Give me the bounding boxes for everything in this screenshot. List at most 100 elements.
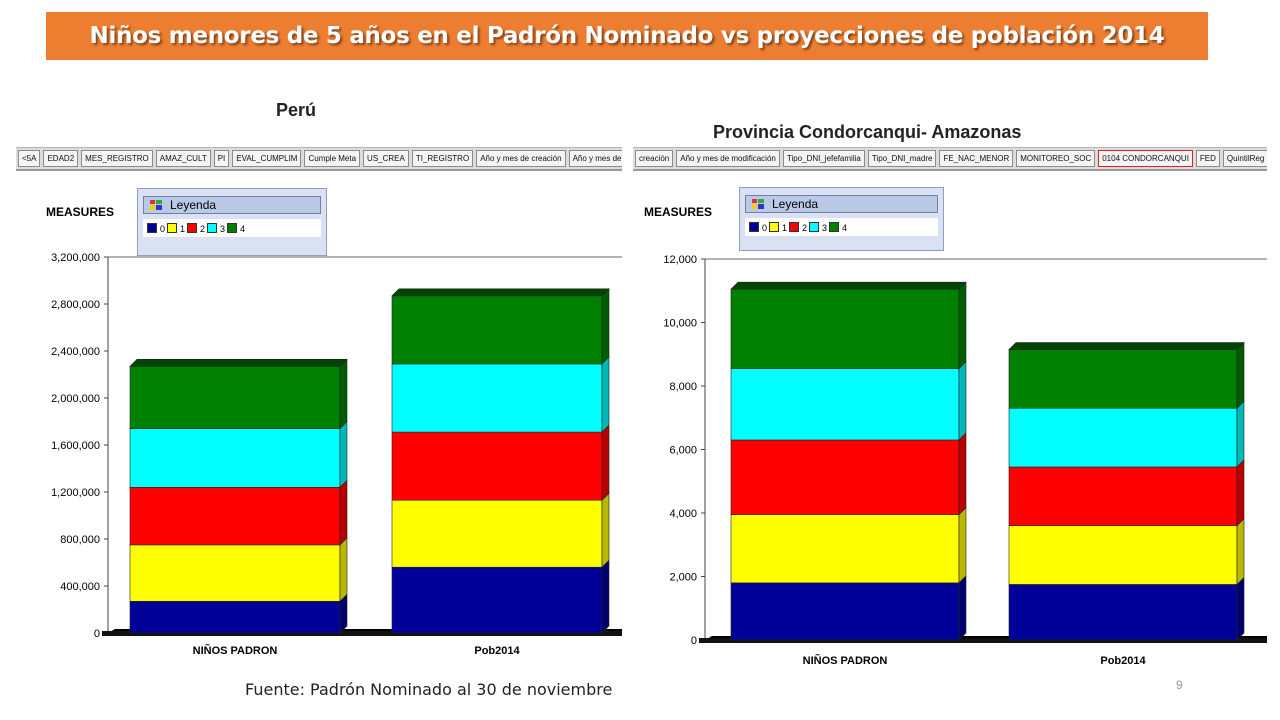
legend-swatch xyxy=(809,222,819,232)
legend-item: 3 xyxy=(809,222,827,233)
left-dimension-tabbar: <5A EDAD2 MES_REGISTRO AMAZ_CULT PI EVAL_CUMP… xyxy=(16,147,622,171)
left-dimension-tab[interactable]: <5A xyxy=(18,150,41,167)
legend-label: 4 xyxy=(842,223,848,233)
chart-peru: MEASURES 0 400,000 800,000 1,200,000 1,600,00… xyxy=(16,174,622,674)
legend-item: 1 xyxy=(167,223,185,234)
legend-header: Leyenda xyxy=(143,196,321,214)
baseline xyxy=(699,638,1267,643)
legend-swatch xyxy=(227,223,237,233)
legend-icon xyxy=(150,200,162,210)
bar-segment xyxy=(1008,584,1238,641)
chart-condorcanqui: MEASURES 0 2,000 4,000 6,000 8,000 10,000 12,00… xyxy=(633,174,1267,674)
right-dimension-tab[interactable]: Tipo_DNI_madre xyxy=(867,150,937,167)
right-panel-heading: Provincia Condorcanqui- Amazonas xyxy=(713,122,1022,142)
left-dimension-tab[interactable]: Cumple Meta xyxy=(304,150,361,167)
bar-segment xyxy=(730,439,960,515)
y-tick-label: 3,200,000 xyxy=(51,252,100,264)
legend-label: 2 xyxy=(802,223,808,233)
bar-segment-side xyxy=(601,288,610,365)
x-category-label: Pob2014 xyxy=(1100,655,1146,667)
right-dimension-tab[interactable]: 0104 CONDORCANQUI xyxy=(1098,150,1193,167)
bar-segment xyxy=(1008,466,1238,526)
x-category-label: NIÑOS PADRON xyxy=(193,644,278,657)
bar-segment xyxy=(391,431,603,501)
legend-item: 4 xyxy=(227,223,245,234)
right-dimension-tab[interactable]: creación xyxy=(635,150,674,167)
legend-swatch xyxy=(789,222,799,232)
y-axis-label: MEASURES xyxy=(46,205,114,219)
left-dimension-tab[interactable]: Año y mes de modificación xyxy=(568,150,622,167)
bar-segment-side xyxy=(958,506,967,584)
y-tick-label: 1,600,000 xyxy=(51,440,100,452)
legend-swatch xyxy=(167,223,177,233)
bar-segment xyxy=(1008,349,1238,409)
left-dimension-tab[interactable]: EDAD2 xyxy=(43,150,79,167)
left-dimension-tab[interactable]: US_CREA xyxy=(363,150,409,167)
bar-segment xyxy=(129,544,341,602)
legend-title: Leyenda xyxy=(772,197,819,211)
bar-segment-side xyxy=(958,575,967,641)
legend-label: 1 xyxy=(782,223,788,233)
left-dimension-tab[interactable]: TI_REGISTRO xyxy=(411,150,474,167)
legend-label: 3 xyxy=(822,223,828,233)
legend-swatch xyxy=(769,222,779,232)
y-tick-label: 1,200,000 xyxy=(51,487,100,499)
bar-segment-side xyxy=(1236,459,1245,527)
right-dimension-tab[interactable]: Año y mes de modificación xyxy=(676,150,780,167)
legend-condorcanqui: Leyenda 0 1 2 3 4 xyxy=(739,187,944,251)
legend-icon xyxy=(752,199,764,209)
chart-condorcanqui-svg: MEASURES 0 2,000 4,000 6,000 8,000 10,000 12,00… xyxy=(644,205,1267,667)
right-dimension-tab[interactable]: FED xyxy=(1195,150,1220,167)
bar-segment xyxy=(129,428,341,488)
left-dimension-tab[interactable]: EVAL_CUMPLIM xyxy=(232,150,302,167)
bar-top xyxy=(1008,342,1245,350)
page-number: 9 xyxy=(1176,678,1183,692)
bar-segment-side xyxy=(339,420,348,489)
bar-top xyxy=(129,358,348,367)
left-dimension-tab[interactable]: PI xyxy=(213,150,230,167)
right-dimension-tab[interactable]: Tipo_DNI_jefefamilia xyxy=(782,150,865,167)
source-note: Fuente: Padrón Nominado al 30 de noviemb… xyxy=(245,680,613,699)
legend-item: 3 xyxy=(207,223,225,234)
y-tick-label: 2,000 xyxy=(669,572,697,584)
legend-label: 3 xyxy=(220,224,226,234)
y-tick-label: 8,000 xyxy=(669,381,697,393)
bar-segment xyxy=(129,600,341,634)
y-tick-label: 10,000 xyxy=(663,318,697,330)
bar-segment xyxy=(129,365,341,429)
right-dimension-tab[interactable]: QuintilReg xyxy=(1222,150,1267,167)
y-tick-label: 2,000,000 xyxy=(51,393,100,405)
legend-label: 0 xyxy=(762,223,768,233)
legend-title: Leyenda xyxy=(170,198,217,212)
legend-item: 2 xyxy=(789,222,807,233)
y-tick-label: 0 xyxy=(691,635,697,647)
bar-segment xyxy=(730,368,960,441)
y-tick-label: 800,000 xyxy=(60,534,100,546)
legend-item: 4 xyxy=(829,222,847,233)
bar-segment xyxy=(730,288,960,369)
bar-segment xyxy=(1008,407,1238,468)
bar-segment-side xyxy=(958,432,967,516)
y-tick-label: 12,000 xyxy=(663,254,697,266)
bar-segment xyxy=(391,295,603,365)
right-dimension-tab[interactable]: MONITOREO_SOC xyxy=(1016,150,1096,167)
left-dimension-tab[interactable]: MES_REGISTRO xyxy=(81,150,153,167)
legend-swatch xyxy=(187,223,197,233)
bar-segment-side xyxy=(601,492,610,568)
bar-segment-side xyxy=(339,479,348,546)
bar-segment xyxy=(730,582,960,641)
left-dimension-tab[interactable]: AMAZ_CULT xyxy=(155,150,211,167)
left-dimension-tab[interactable]: Año y mes de creación xyxy=(476,150,566,167)
bar-segment xyxy=(391,566,603,634)
right-dimension-tab[interactable]: FE_NAC_MENOR xyxy=(939,150,1014,167)
legend-label: 2 xyxy=(200,224,206,234)
legend-peru: Leyenda 0 1 2 3 4 xyxy=(137,188,327,256)
bar-segment-side xyxy=(1236,576,1245,641)
y-tick-label: 2,400,000 xyxy=(51,346,100,358)
legend-item: 0 xyxy=(749,222,767,233)
bar-segment xyxy=(391,499,603,568)
bar-top xyxy=(391,288,610,297)
title-banner: Niños menores de 5 años en el Padrón Nom… xyxy=(46,12,1208,60)
slide-title: Niños menores de 5 años en el Padrón Nom… xyxy=(89,23,1165,49)
y-tick-label: 0 xyxy=(94,628,100,640)
